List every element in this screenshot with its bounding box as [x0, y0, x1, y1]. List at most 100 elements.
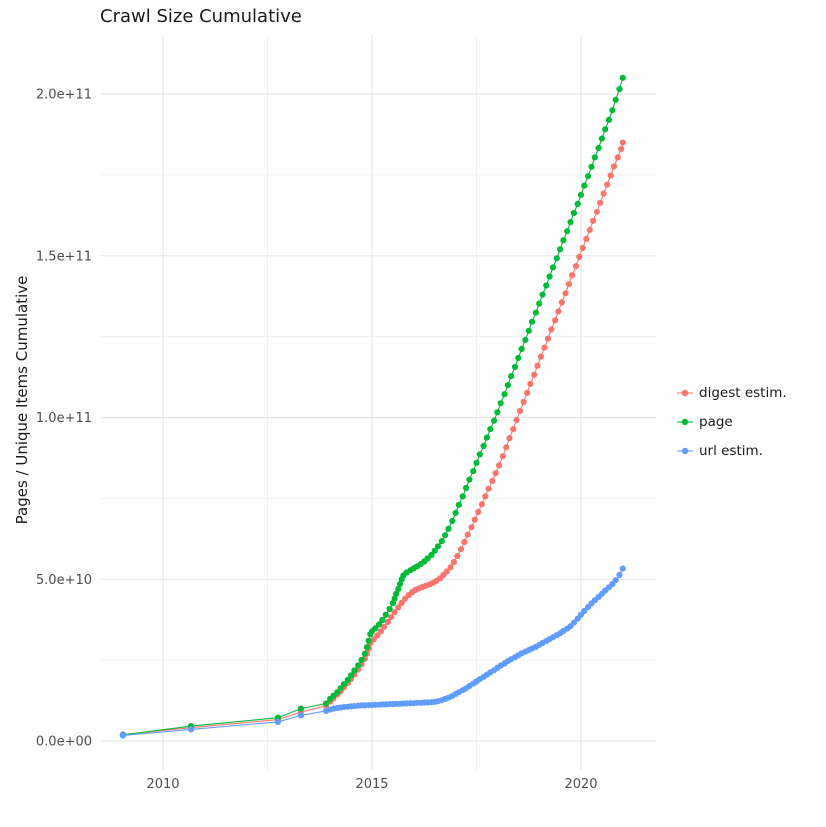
y-axis-title: Pages / Unique Items Cumulative [13, 275, 31, 525]
data-point [516, 407, 524, 415]
data-point [491, 417, 498, 424]
data-point [489, 477, 496, 484]
data-point [593, 208, 601, 215]
data-point [361, 650, 368, 657]
data-point [492, 470, 499, 477]
data-point [396, 581, 404, 588]
data-point [457, 546, 465, 553]
data-point [531, 371, 538, 378]
data-point [381, 623, 388, 630]
data-point [348, 672, 355, 679]
data-point [452, 509, 459, 516]
data-point [393, 590, 400, 597]
data-point [612, 577, 619, 584]
data-point [604, 181, 611, 188]
data-point [391, 609, 398, 616]
legend-label: digest estim. [699, 384, 787, 401]
data-point [374, 632, 381, 639]
data-point [610, 163, 618, 170]
data-point [518, 345, 525, 352]
data-point [487, 426, 494, 433]
data-point [595, 144, 602, 152]
data-point [619, 565, 626, 572]
data-point [119, 732, 126, 739]
data-point [351, 667, 358, 674]
data-point [455, 501, 462, 508]
series-line [122, 77, 624, 736]
data-point [450, 559, 457, 566]
data-point [577, 191, 585, 198]
data-point [506, 435, 513, 442]
data-point [391, 595, 398, 602]
data-point [565, 281, 573, 288]
data-point [438, 538, 445, 545]
data-point [549, 264, 557, 271]
x-tick-label: 2020 [564, 777, 597, 792]
data-point [590, 217, 597, 224]
series-digest-estim [119, 139, 626, 738]
data-point [579, 244, 586, 252]
data-point [384, 618, 391, 626]
data-point [572, 263, 580, 270]
data-point [340, 681, 348, 688]
data-point [600, 190, 607, 197]
data-point [555, 308, 562, 315]
legend-item: page [676, 407, 787, 436]
chart-title: Crawl Size Cumulative [100, 6, 302, 27]
data-point [511, 363, 519, 371]
data-point [473, 459, 480, 466]
data-point [485, 485, 492, 492]
data-point [494, 409, 501, 416]
data-point [619, 74, 626, 81]
data-point [508, 373, 515, 380]
data-point [297, 712, 304, 719]
data-point [475, 508, 482, 516]
legend-key-icon [677, 418, 693, 425]
series-line [122, 568, 624, 737]
data-point [464, 531, 471, 538]
data-point [497, 400, 504, 407]
data-point [482, 493, 489, 500]
data-point [459, 493, 466, 500]
data-point [585, 173, 592, 180]
data-point [388, 614, 395, 621]
data-point [588, 163, 595, 170]
data-point [355, 662, 362, 669]
data-point [522, 336, 529, 343]
data-point [447, 564, 454, 571]
y-tick-label: 1.0e+11 [36, 411, 92, 426]
data-point [544, 335, 552, 342]
data-point [532, 309, 540, 316]
data-point [379, 616, 386, 624]
data-point [476, 451, 483, 458]
data-point [609, 107, 616, 114]
data-point [463, 484, 470, 492]
data-point [504, 382, 511, 389]
x-tick-label: 2010 [146, 777, 179, 792]
data-point [576, 253, 583, 261]
data-point [478, 501, 485, 508]
data-point [471, 516, 478, 523]
data-point [520, 398, 527, 406]
y-tick-label: 0.0e+00 [36, 735, 92, 750]
data-point [539, 291, 546, 298]
data-point [358, 656, 365, 663]
data-point [558, 299, 565, 306]
data-point [344, 676, 351, 684]
data-point [513, 417, 520, 424]
data-point [605, 116, 613, 123]
data-point [557, 246, 564, 253]
data-point [466, 476, 473, 483]
data-point [618, 145, 625, 153]
data-point [529, 318, 536, 325]
data-point [619, 139, 626, 146]
data-point [395, 585, 402, 593]
data-point [443, 568, 450, 575]
data-point [434, 543, 442, 550]
data-point [510, 426, 517, 433]
data-point [548, 326, 555, 333]
data-point [564, 228, 571, 235]
data-point [586, 226, 593, 233]
